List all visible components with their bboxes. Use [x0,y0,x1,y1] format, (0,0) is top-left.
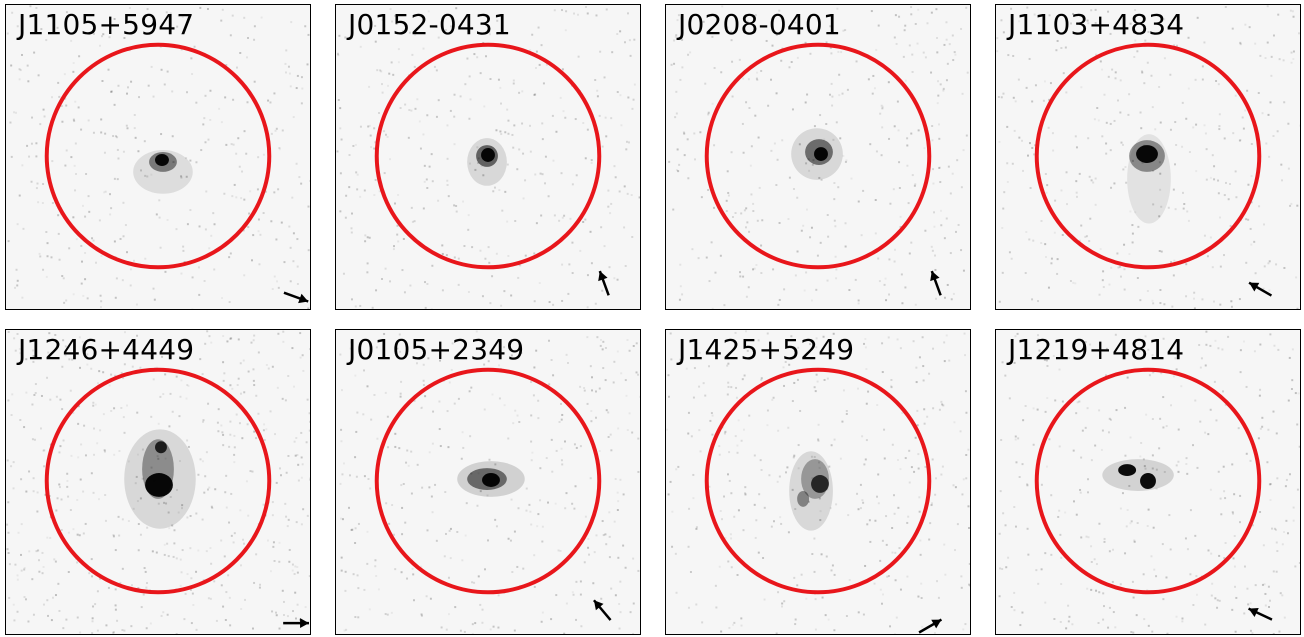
panel-image [339,330,640,634]
panel-image [666,330,970,634]
image-panel-1: J1105+5947 [5,4,311,310]
image-panel-6: J0105+2349 [335,329,641,635]
image-panel-5: J1246+4449 [5,329,311,635]
panel-image [6,330,310,634]
source-blob [1102,459,1174,491]
aperture-circle [44,42,272,270]
panel-label: J0105+2349 [348,333,525,366]
noise-field [668,5,969,309]
direction-arrow-icon [283,618,310,629]
aperture-circle [704,42,932,270]
panel-image [996,5,1300,309]
direction-arrow-icon [1248,281,1273,297]
aperture-circle [374,42,602,270]
panel-label: J1103+4834 [1008,8,1185,41]
noise-field [336,5,640,309]
panel-image [336,5,640,309]
source-blob [1127,134,1171,224]
noise-field [666,330,970,634]
noise-field [6,5,310,309]
image-panel-4: J1103+4834 [995,4,1301,310]
panel-label: J1425+5249 [678,333,855,366]
source-blob [467,138,507,186]
aperture-circle [704,367,932,595]
source-blob [791,128,843,180]
source-blob [133,150,193,194]
direction-arrow-icon [598,270,610,296]
panel-label: J0152-0431 [348,8,511,41]
panel-label: J0208-0401 [678,8,841,41]
aperture-circle [44,367,272,595]
image-panel-3: J0208-0401 [665,4,971,310]
direction-arrow-icon [592,599,612,621]
panel-label: J1246+4449 [18,333,195,366]
source-blob [457,461,525,497]
source-blob [789,451,833,531]
panel-image [6,5,310,309]
image-panel-2: J0152-0431 [335,4,641,310]
aperture-circle [374,367,602,595]
direction-arrow-icon [1248,607,1273,621]
image-panel-8: J1219+4814 [995,329,1301,635]
panel-label: J1105+5947 [18,8,195,41]
direction-arrow-icon [918,618,943,634]
source-blob [124,429,196,529]
aperture-circle [1034,42,1262,270]
panel-image [998,330,1300,634]
direction-arrow-icon [930,270,942,296]
aperture-circle [1034,367,1262,595]
panel-image [668,5,969,309]
direction-arrow-icon [283,291,309,304]
image-panel-7: J1425+5249 [665,329,971,635]
noise-field [996,5,1300,309]
panel-label: J1219+4814 [1008,333,1185,366]
